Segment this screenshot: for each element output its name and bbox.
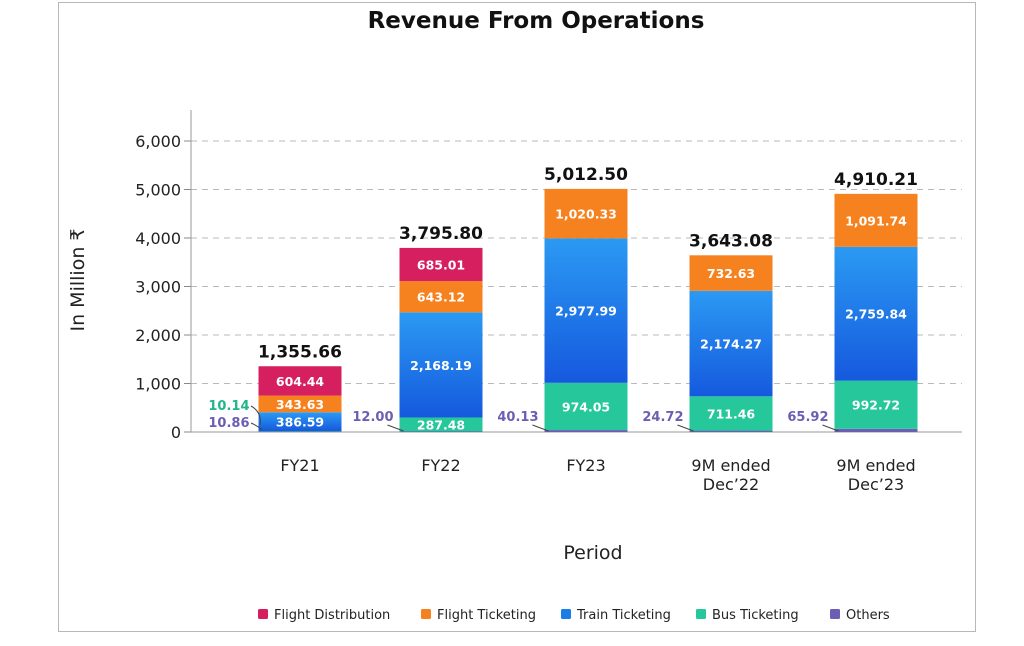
legend-label: Others (846, 608, 890, 623)
bar-segment-bus-ticketing (689, 396, 773, 431)
bar-stack: 4,910.21 (834, 170, 918, 432)
y-tick-label: 5,000 (135, 181, 181, 200)
y-tick-label: 1,000 (135, 375, 181, 394)
leader-line (250, 422, 263, 431)
bar-segment-train-ticketing (258, 412, 342, 431)
bar-segment-bus-ticketing (544, 382, 628, 431)
segment-label: 643.12 (417, 290, 465, 305)
legend-swatch (830, 609, 840, 619)
legend-item: Others (830, 608, 890, 623)
chart-title: Revenue From Operations (368, 8, 705, 34)
bar-segment-others (834, 428, 918, 432)
others-label-outside: 10.86 (208, 416, 249, 431)
bar-segment-others (689, 430, 773, 432)
y-tick-label: 2,000 (135, 326, 181, 345)
x-category-label-line2: Dec’23 (848, 475, 904, 494)
bar-segment-flight-distribution (258, 366, 342, 396)
x-category-label: FY22 (421, 456, 460, 475)
bars: 1,355.66 3,795.80 5,012.50 3,643.08 4,910.21… (208, 165, 918, 433)
bar-total-label: 1,355.66 (258, 342, 342, 362)
bar-segment-flight-ticketing (399, 281, 483, 313)
segment-label: 343.63 (276, 397, 324, 412)
legend-item: Train Ticketing (561, 608, 671, 623)
legend-item: Bus Ticketing (696, 608, 799, 623)
legend-label: Flight Ticketing (437, 608, 536, 623)
segment-label: 386.59 (276, 415, 324, 430)
bar-total-label: 4,910.21 (834, 170, 918, 190)
y-tick-label: 3,000 (135, 278, 181, 297)
legend-label: Train Ticketing (576, 608, 671, 623)
segment-labels: 386.59 343.63 604.44 10.14 10.86 287.48 2,168.… (208, 207, 907, 433)
segment-label: 732.63 (707, 266, 755, 281)
legend-swatch (696, 609, 706, 619)
segment-label: 287.48 (417, 417, 465, 432)
bar-segment-train-ticketing (689, 290, 773, 397)
x-category-label-line2: Dec’22 (703, 475, 759, 494)
legend-item: Flight Distribution (258, 608, 390, 623)
bar-stack: 3,643.08 (689, 231, 773, 432)
legend-swatch (258, 609, 268, 619)
segment-label: 711.46 (707, 407, 756, 422)
bar-segment-train-ticketing (544, 238, 628, 383)
x-category-label: FY23 (566, 456, 605, 475)
leader-line (387, 424, 404, 432)
bar-total-label: 3,643.08 (689, 231, 773, 251)
legend-swatch (421, 609, 431, 619)
segment-label: 2,174.27 (700, 337, 762, 352)
segment-label: 2,759.84 (845, 307, 907, 322)
bar-stack: 1,355.66 (258, 342, 342, 432)
legend-label: Flight Distribution (274, 608, 390, 623)
segment-label: 2,168.19 (410, 358, 472, 373)
y-tick-label: 4,000 (135, 229, 181, 248)
bar-segment-flight-ticketing (689, 255, 773, 291)
segment-label: 1,020.33 (555, 207, 617, 222)
legend-item: Flight Ticketing (421, 608, 536, 623)
segment-label: 992.72 (852, 398, 900, 413)
x-category-label: 9M ended (836, 456, 915, 475)
bar-total-label: 3,795.80 (399, 224, 483, 244)
segment-label: 2,977.99 (555, 304, 617, 319)
legend: Flight Distribution Flight Ticketing Train… (258, 608, 890, 623)
bar-segment-bus-ticketing (834, 380, 918, 429)
x-axis-label: Period (563, 542, 622, 564)
bar-segment-flight-distribution (399, 247, 483, 282)
leader-line (250, 405, 261, 426)
segment-label: 685.01 (417, 258, 465, 273)
segment-label: 974.05 (562, 399, 610, 414)
x-category-label: 9M ended (691, 456, 770, 475)
others-label-outside: 40.13 (497, 410, 538, 425)
y-tick-label: 0 (171, 423, 181, 442)
others-label-outside: 24.72 (642, 410, 683, 425)
bar-total-label: 5,012.50 (544, 165, 628, 185)
y-axis-ticks: 0 1,000 2,000 3,000 4,000 5,000 6,000 (135, 132, 191, 442)
leader-line (822, 424, 839, 432)
bar-segment-flight-ticketing (544, 188, 628, 239)
bar-stack: 5,012.50 (544, 165, 628, 432)
bar-segment-train-ticketing (399, 312, 483, 418)
segment-label: 1,091.74 (845, 213, 907, 228)
legend-label: Bus Ticketing (712, 608, 799, 623)
legend-swatch (561, 609, 571, 619)
bar-segment-others (544, 430, 628, 432)
x-category-label: FY21 (280, 456, 319, 475)
y-axis-label: In Million ₹ (67, 229, 89, 332)
bar-stack: 3,795.80 (399, 224, 483, 432)
bar-segment-flight-ticketing (834, 193, 918, 247)
bar-segment-bus-ticketing (399, 417, 483, 432)
bar-segment-flight-ticketing (258, 395, 342, 413)
bar-segment-train-ticketing (834, 246, 918, 381)
leader-line (532, 424, 549, 432)
chart-frame (58, 2, 976, 632)
bus-label-outside: 10.14 (208, 399, 249, 414)
others-label-outside: 12.00 (352, 410, 393, 425)
leader-line (677, 424, 694, 432)
others-label-outside: 65.92 (787, 410, 828, 425)
y-tick-label: 6,000 (135, 132, 181, 151)
segment-label: 604.44 (276, 374, 325, 389)
